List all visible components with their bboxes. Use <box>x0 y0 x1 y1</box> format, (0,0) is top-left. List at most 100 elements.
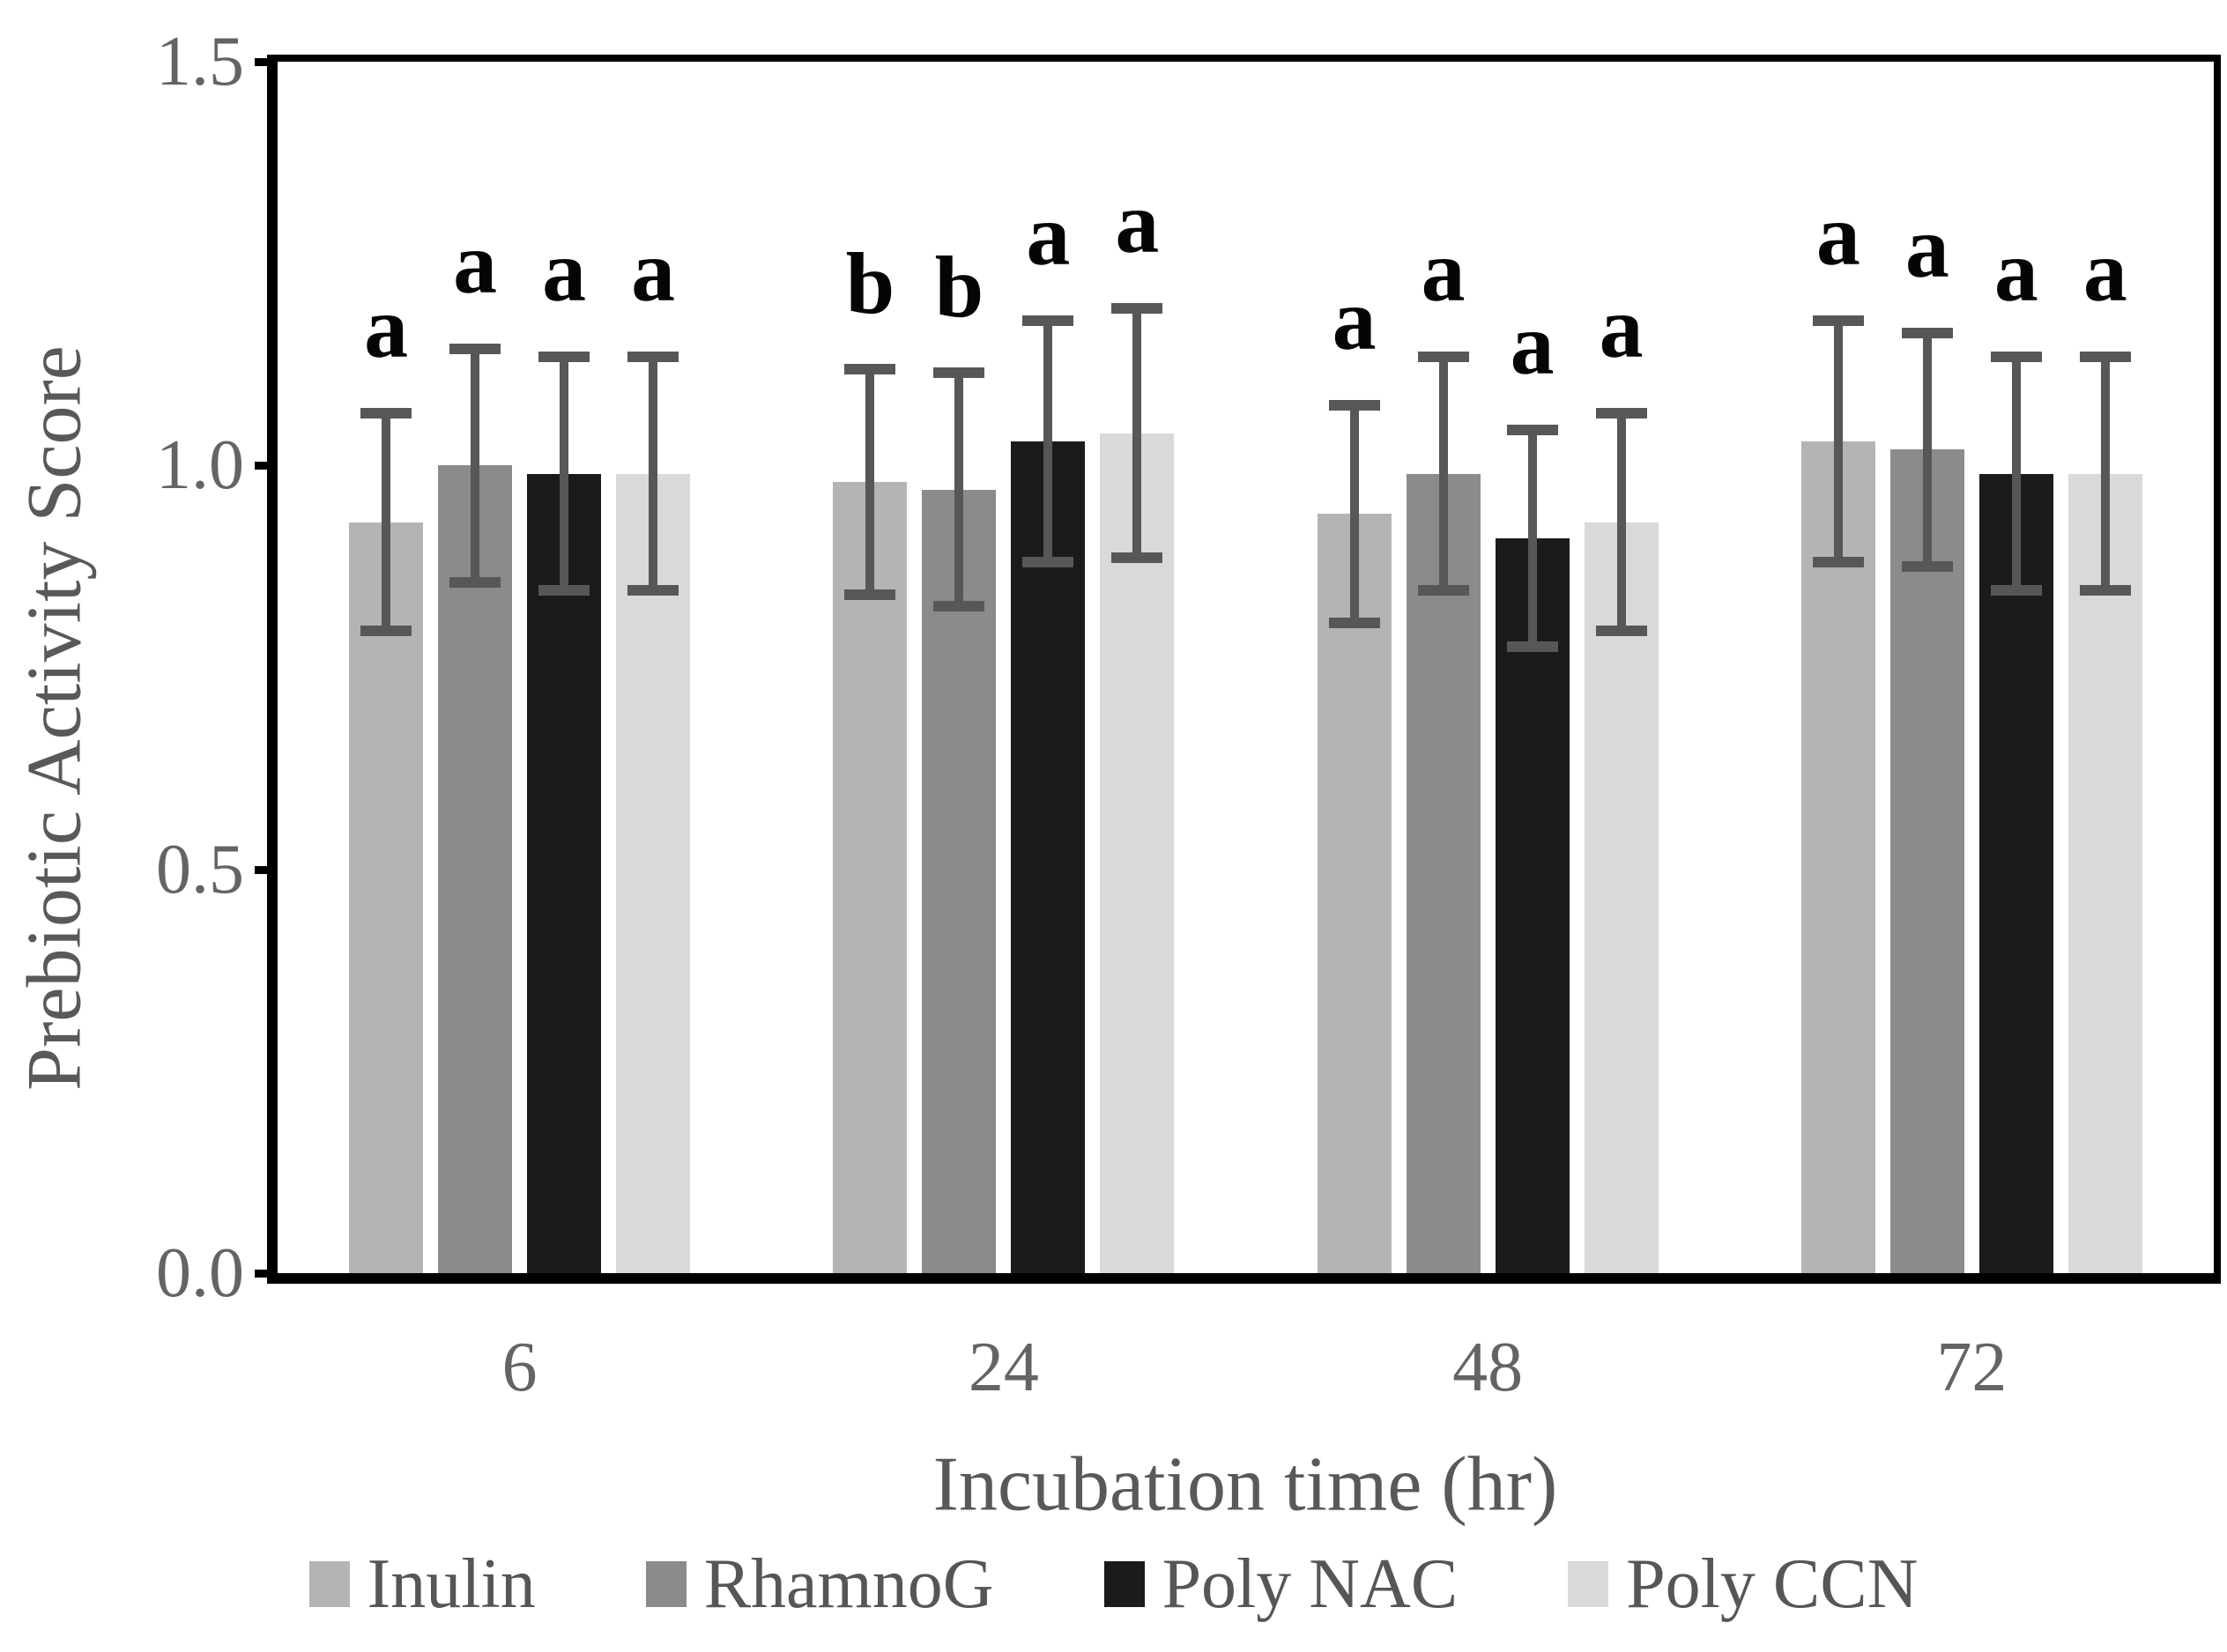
error-bar-line <box>1616 409 1626 635</box>
x-tick-label: 48 <box>1452 1329 1524 1406</box>
significance-letter: a <box>453 213 498 312</box>
error-bar-cap-top <box>1022 315 1074 326</box>
significance-letter: a <box>2082 222 2127 320</box>
error-bar-cap-top <box>933 367 985 379</box>
error-bar-cap-bottom <box>1595 625 1647 636</box>
error-bar-cap-top <box>1812 315 1864 326</box>
bar-inulin-6hr <box>349 522 424 1273</box>
error-bar-line <box>2011 352 2021 595</box>
significance-letter: a <box>631 222 676 320</box>
error-bar-cap-bottom <box>2079 585 2131 596</box>
error-bar-cap-bottom <box>538 585 590 596</box>
error-bar-line <box>1043 315 1053 567</box>
bar-inulin-48hr <box>1317 514 1392 1273</box>
error-bar-line <box>865 364 875 599</box>
bar-rhamnog-6hr <box>438 465 513 1273</box>
error-bar-line <box>382 409 391 635</box>
error-bar-cap-bottom <box>627 585 679 596</box>
y-tick-label: 0.0 <box>156 1234 244 1312</box>
plot-top-border <box>267 55 2221 62</box>
error-bar-cap-top <box>1595 408 1647 419</box>
significance-letter: a <box>1115 174 1160 271</box>
plot-right-border <box>2214 55 2221 1284</box>
legend-swatch-icon <box>308 1561 350 1607</box>
error-bar-cap-top <box>627 352 679 362</box>
error-bar-line <box>1438 352 1448 595</box>
bar-poly-nac-6hr <box>527 473 602 1273</box>
legend-swatch-icon <box>1568 1561 1609 1607</box>
x-axis-line <box>267 1273 2221 1284</box>
error-bar-cap-bottom <box>1328 617 1380 628</box>
significance-letter: b <box>845 233 895 332</box>
error-bar-cap-bottom <box>1990 585 2042 596</box>
error-bar-cap-top <box>2079 352 2131 362</box>
error-bar-line <box>560 352 569 595</box>
significance-letter: a <box>542 222 587 320</box>
significance-letter: a <box>1815 185 1860 284</box>
legend: Inulin RhamnoG Poly NAC Poly CCN <box>0 1549 2227 1619</box>
legend-item-inulin: Inulin <box>308 1545 536 1623</box>
y-tick-mark <box>255 58 278 66</box>
legend-item-poly-ccn: Poly CCN <box>1568 1549 1918 1619</box>
error-bar-cap-top <box>1506 424 1558 435</box>
significance-letter: a <box>1421 222 1466 320</box>
error-bar-cap-top <box>1417 352 1469 362</box>
y-tick-mark <box>255 865 278 874</box>
y-axis-title: Prebiotic Activity Score <box>11 345 98 1091</box>
bar-inulin-24hr <box>833 481 908 1273</box>
bar-rhamnog-48hr <box>1406 473 1481 1273</box>
x-tick-label: 24 <box>968 1329 1039 1406</box>
legend-label: Poly CCN <box>1626 1545 1919 1623</box>
error-bar-line <box>1132 304 1142 563</box>
significance-letter: b <box>934 238 984 337</box>
significance-letter: a <box>1026 185 1071 284</box>
x-axis-title: Incubation time (hr) <box>932 1441 1558 1528</box>
error-bar-cap-bottom <box>449 576 501 588</box>
significance-letter: a <box>1904 197 1949 296</box>
error-bar-line <box>1527 425 1537 652</box>
error-bar-cap-bottom <box>1022 556 1074 567</box>
error-bar-cap-top <box>1111 303 1163 314</box>
significance-letter: a <box>1332 270 1377 368</box>
legend-label: Inulin <box>367 1545 536 1623</box>
y-tick-label: 0.5 <box>156 830 244 908</box>
bar-poly-nac-48hr <box>1495 537 1570 1273</box>
error-bar-line <box>649 352 658 595</box>
bar-poly-ccn-48hr <box>1584 522 1659 1273</box>
legend-label: RhamnoG <box>703 1545 994 1623</box>
x-tick-label: 6 <box>501 1329 538 1406</box>
error-bar-cap-bottom <box>844 589 896 600</box>
error-bar-cap-bottom <box>1506 641 1558 653</box>
y-tick-mark <box>255 462 278 470</box>
bar-poly-nac-72hr <box>1978 473 2053 1273</box>
bar-rhamnog-24hr <box>922 489 997 1273</box>
error-bar-cap-bottom <box>360 625 412 636</box>
error-bar-cap-top <box>449 343 501 354</box>
legend-swatch-icon <box>1103 1561 1145 1607</box>
bar-rhamnog-72hr <box>1889 449 1964 1273</box>
error-bar-line <box>1833 315 1843 567</box>
error-bar-line <box>954 368 964 611</box>
error-bar-line <box>471 344 480 587</box>
error-bar-cap-bottom <box>1812 556 1864 567</box>
error-bar-cap-top <box>844 363 896 374</box>
significance-letter: a <box>1993 222 2038 320</box>
bar-poly-ccn-6hr <box>616 473 691 1273</box>
legend-swatch-icon <box>645 1561 687 1607</box>
error-bar-cap-bottom <box>1417 585 1469 596</box>
significance-letter: a <box>1599 278 1644 377</box>
y-tick-label: 1.5 <box>156 23 244 100</box>
bar-poly-nac-24hr <box>1011 441 1086 1273</box>
legend-item-rhamnog: RhamnoG <box>645 1545 994 1623</box>
bar-inulin-72hr <box>1800 441 1875 1273</box>
error-bar-cap-bottom <box>1901 560 1953 572</box>
error-bar-cap-top <box>1990 352 2042 362</box>
y-tick-label: 1.0 <box>156 426 244 505</box>
bar-poly-ccn-72hr <box>2067 473 2142 1273</box>
bar-poly-ccn-24hr <box>1100 433 1175 1273</box>
significance-letter: a <box>1510 294 1555 393</box>
legend-item-poly-nac: Poly NAC <box>1103 1549 1458 1619</box>
y-axis-line <box>267 55 278 1284</box>
significance-letter: a <box>364 278 409 377</box>
